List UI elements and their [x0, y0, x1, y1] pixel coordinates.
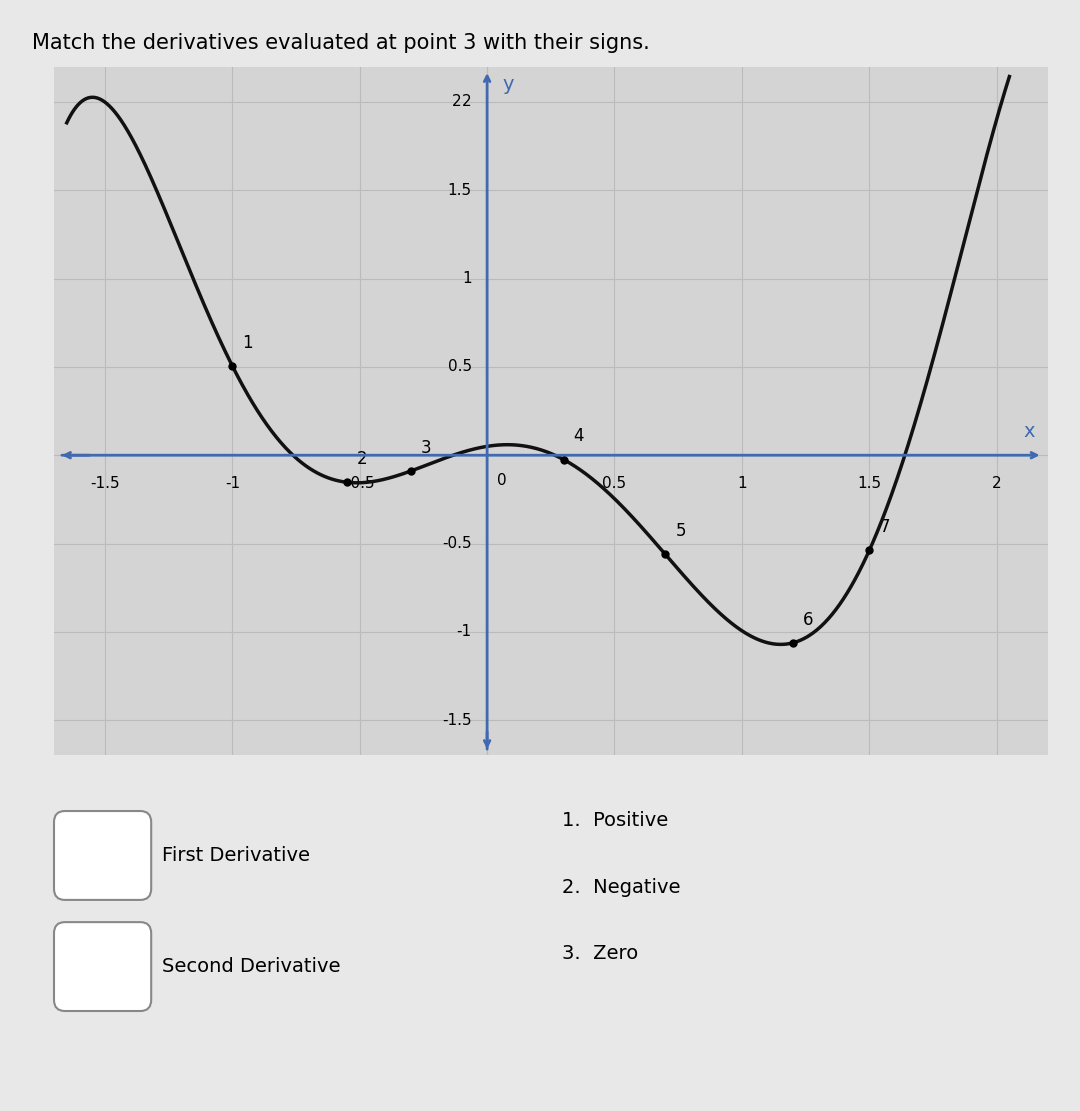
Text: 4: 4: [573, 428, 584, 446]
Text: 2: 2: [462, 94, 472, 110]
Text: -0.5: -0.5: [345, 477, 375, 491]
Text: 7: 7: [879, 519, 890, 537]
Text: 5: 5: [676, 522, 686, 540]
Text: -1: -1: [457, 624, 472, 639]
Text: -1: -1: [225, 477, 240, 491]
Text: x: x: [1024, 422, 1035, 441]
Text: 0: 0: [497, 473, 507, 488]
Text: 2: 2: [453, 94, 461, 110]
Text: 1: 1: [737, 477, 746, 491]
Text: 0.5: 0.5: [603, 477, 626, 491]
Text: First Derivative: First Derivative: [162, 845, 310, 865]
Text: 2: 2: [991, 477, 1001, 491]
Text: y: y: [502, 76, 514, 94]
Text: -1.5: -1.5: [442, 712, 472, 728]
Text: Second Derivative: Second Derivative: [162, 957, 340, 977]
Text: 2: 2: [357, 450, 368, 468]
Text: -0.5: -0.5: [442, 536, 472, 551]
Text: 2.  Negative: 2. Negative: [562, 878, 680, 897]
Text: 1.5: 1.5: [448, 183, 472, 198]
Text: 3.  Zero: 3. Zero: [562, 944, 638, 963]
Text: 3: 3: [421, 439, 432, 457]
Text: -1.5: -1.5: [90, 477, 120, 491]
Text: 1: 1: [462, 271, 472, 287]
Text: 0.5: 0.5: [448, 360, 472, 374]
Text: 1.  Positive: 1. Positive: [562, 811, 667, 830]
Text: v: v: [99, 849, 106, 862]
Text: 6: 6: [804, 611, 813, 629]
Text: Match the derivatives evaluated at point 3 with their signs.: Match the derivatives evaluated at point…: [32, 33, 650, 53]
Text: 1: 1: [243, 333, 253, 352]
Text: v: v: [99, 960, 106, 973]
Text: 1.5: 1.5: [858, 477, 881, 491]
